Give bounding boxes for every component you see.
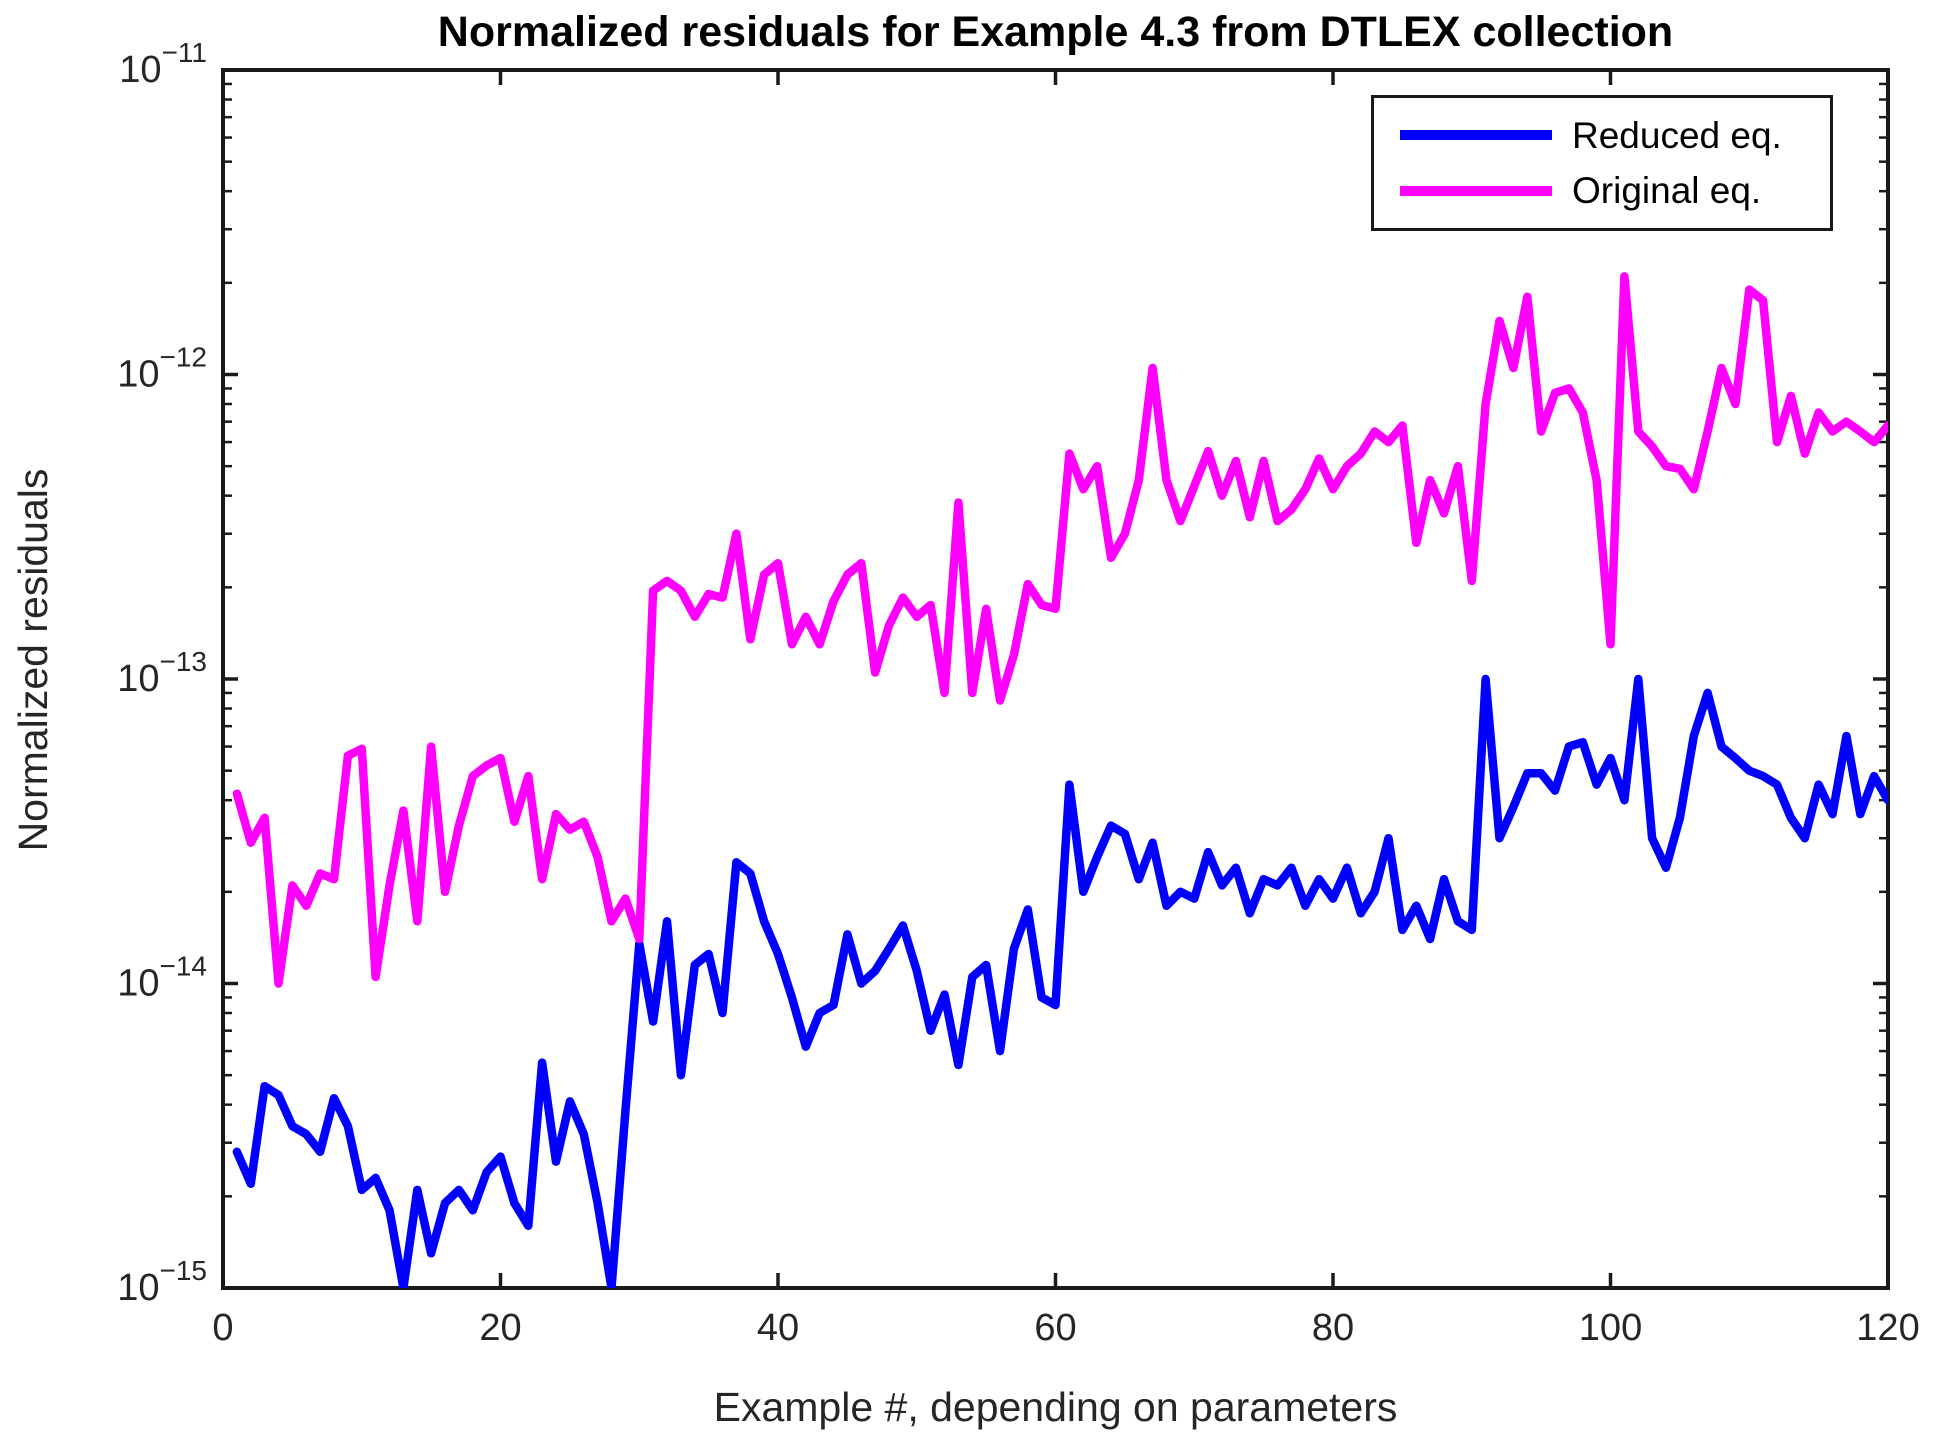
x-tick-label: 40 <box>757 1307 799 1349</box>
legend-line-sample-reduced <box>1400 130 1552 141</box>
x-tick-label: 0 <box>212 1307 233 1349</box>
series-reduced-line <box>232 674 1888 1288</box>
y-tick-label: 10−12 <box>117 342 207 396</box>
x-axis-label: Example #, depending on parameters <box>713 1384 1398 1430</box>
x-tick-label: 120 <box>1856 1307 1919 1349</box>
x-tick-label: 20 <box>479 1307 521 1349</box>
y-tick-label: 10−15 <box>117 1255 207 1309</box>
y-tick-label: 10−13 <box>117 646 207 700</box>
legend-label-original: Original eq. <box>1572 170 1762 212</box>
legend-item-reduced: Reduced eq. <box>1374 117 1830 154</box>
y-axis-label: Normalized residuals <box>10 468 56 852</box>
x-tick-label: 80 <box>1312 1307 1354 1349</box>
legend-item-original: Original eq. <box>1374 172 1830 209</box>
y-tick-label: 10−14 <box>117 951 207 1005</box>
legend-line-sample-original <box>1400 185 1552 196</box>
x-tick-label: 60 <box>1034 1307 1076 1349</box>
y-tick-labels: 10−11 10−12 10−13 10−14 10−15 <box>117 37 207 1309</box>
chart-title: Normalized residuals for Example 4.3 fro… <box>437 8 1674 56</box>
legend: Reduced eq. Original eq. <box>1371 95 1833 231</box>
legend-label-reduced: Reduced eq. <box>1572 114 1782 156</box>
axis-ticks <box>221 68 1890 1290</box>
series-original-line <box>232 272 1888 988</box>
x-tick-label: 100 <box>1579 1307 1642 1349</box>
y-tick-label: 10−11 <box>119 37 207 91</box>
x-tick-labels: 0 20 40 60 80 100 120 <box>212 1307 1919 1349</box>
